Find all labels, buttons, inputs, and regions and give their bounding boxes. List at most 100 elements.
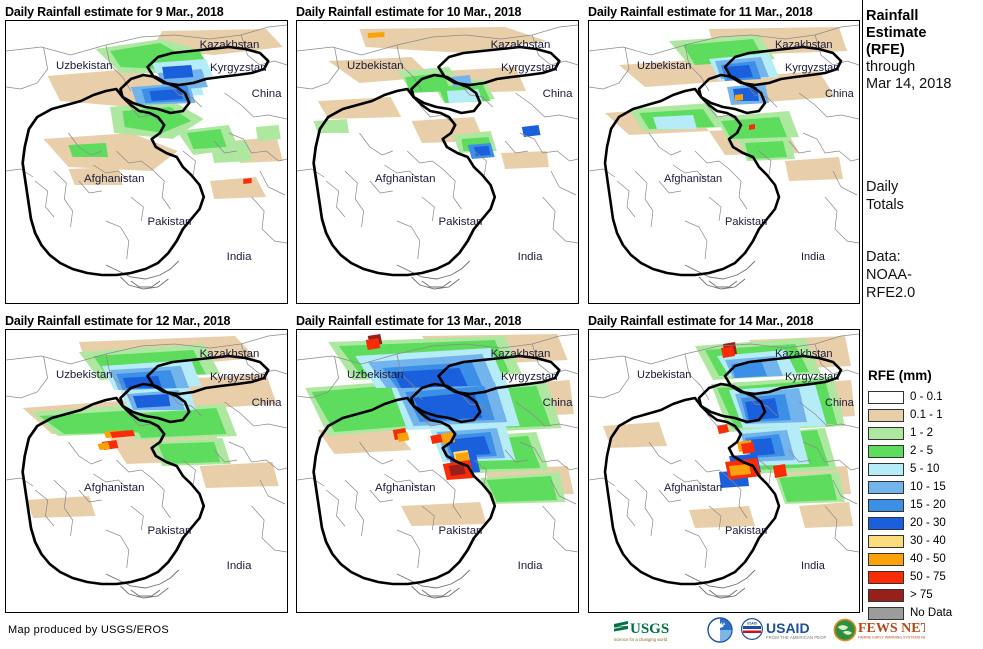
vertical-divider: [862, 0, 863, 612]
legend-label: > 75: [910, 589, 933, 601]
panel-14-mar: Daily Rainfall estimate for 14 Mar., 201…: [588, 314, 860, 613]
panel-title: Daily Rainfall estimate for 14 Mar., 201…: [588, 314, 814, 328]
country-label-uzbekistan: Uzbekistan: [347, 369, 404, 381]
country-label-kazakhstan: Kazakhstan: [200, 348, 260, 360]
admin-boundaries: [297, 24, 578, 260]
right-info-column: Rainfall Estimate (RFE) through Mar 14, …: [866, 0, 983, 649]
legend-swatch: [868, 606, 904, 620]
country-label-uzbekistan: Uzbekistan: [637, 369, 691, 381]
country-label-afghanistan: Afghanistan: [375, 482, 435, 494]
country-label-pakistan: Pakistan: [439, 216, 483, 228]
panel-title: Daily Rainfall estimate for 12 Mar., 201…: [5, 314, 231, 328]
country-outlines: [603, 354, 843, 586]
country-label-india: India: [518, 251, 544, 263]
data-source-label: Data:: [866, 249, 901, 265]
legend-swatch: [868, 408, 904, 422]
panel-title: Daily Rainfall estimate for 10 Mar., 201…: [296, 5, 522, 19]
legend-rows: 0 - 0.1 0.1 - 1 1 - 2 2 - 5 5 - 10 10 - 15 15 …: [868, 388, 983, 622]
country-label-kyrgyzstan: Kyrgyzstan: [210, 62, 267, 74]
legend-label: 10 - 15: [910, 481, 946, 493]
country-label-kazakhstan: Kazakhstan: [775, 348, 832, 360]
legend-swatch: [868, 390, 904, 404]
rainfall-layer: [603, 336, 855, 528]
country-label-pakistan: Pakistan: [439, 525, 483, 537]
coastline: [396, 569, 471, 599]
legend-item: > 75: [868, 586, 983, 604]
footer-logos: USGS science for a changing world NOAA U…: [612, 617, 925, 643]
panel-title: Daily Rainfall estimate for 11 Mar., 201…: [588, 5, 813, 19]
country-label-pakistan: Pakistan: [725, 216, 767, 228]
country-label-kyrgyzstan: Kyrgyzstan: [501, 62, 558, 74]
admin-boundaries: [589, 24, 859, 260]
panel-13-mar: Daily Rainfall estimate for 13 Mar., 201…: [296, 314, 579, 613]
coastline: [105, 260, 180, 290]
legend-item: 1 - 2: [868, 424, 983, 442]
rainfall-layer: [22, 336, 279, 518]
legend-label: 1 - 2: [910, 427, 934, 439]
legend-swatch: [868, 498, 904, 512]
country-label-china: China: [252, 88, 283, 100]
usgs-logo: USGS science for a changing world: [614, 621, 669, 642]
country-label-pakistan: Pakistan: [725, 525, 767, 537]
country-label-kyrgyzstan: Kyrgyzstan: [210, 371, 267, 383]
rfe-title-line3: (RFE): [866, 42, 905, 58]
map-canvas[interactable]: Kazakhstan Uzbekistan Kyrgyzstan China Afgha…: [5, 20, 288, 304]
country-labels: Kazakhstan Uzbekistan Kyrgyzstan China Afgha…: [637, 39, 855, 263]
country-labels: Kazakhstan Uzbekistan Kyrgyzstan China Afgha…: [347, 39, 573, 263]
legend-item: 30 - 40: [868, 532, 983, 550]
legend-label: No Data: [910, 607, 953, 619]
coastline: [684, 569, 756, 599]
country-label-china: China: [825, 88, 855, 100]
panel-10-mar: Daily Rainfall estimate for 10 Mar., 201…: [296, 5, 579, 304]
country-outlines: [21, 45, 270, 277]
map-canvas[interactable]: Kazakhstan Uzbekistan Kyrgyzstan China Afgha…: [5, 329, 288, 613]
rainfall-layer: [305, 334, 574, 526]
country-label-afghanistan: Afghanistan: [84, 173, 144, 185]
country-label-india: India: [227, 251, 253, 263]
panel-11-mar: Daily Rainfall estimate for 11 Mar., 201…: [588, 5, 860, 304]
legend-item: 10 - 15: [868, 478, 983, 496]
country-labels: Kazakhstan Uzbekistan Kyrgyzstan China Afgha…: [56, 39, 282, 263]
country-label-pakistan: Pakistan: [148, 216, 192, 228]
legend-swatch: [868, 516, 904, 530]
country-label-afghanistan: Afghanistan: [664, 173, 722, 185]
legend-swatch: [868, 570, 904, 584]
rfe-through-label: through: [866, 59, 916, 75]
legend-label: 20 - 30: [910, 517, 946, 529]
map-canvas[interactable]: Kazakhstan Uzbekistan Kyrgyzstan China Afgha…: [588, 20, 860, 304]
svg-text:FEWS NET: FEWS NET: [858, 621, 925, 636]
rfe-title-line1: Rainfall: [866, 8, 919, 24]
legend-title: RFE (mm): [868, 368, 932, 383]
country-label-uzbekistan: Uzbekistan: [56, 60, 113, 72]
legend-label: 40 - 50: [910, 553, 946, 565]
legend-item: 50 - 75: [868, 568, 983, 586]
legend-swatch: [868, 588, 904, 602]
admin-boundaries: [6, 24, 287, 260]
country-label-kazakhstan: Kazakhstan: [491, 39, 551, 51]
svg-text:USAID: USAID: [766, 620, 810, 636]
rfe-title-line2: Estimate: [866, 25, 927, 41]
legend-swatch: [868, 462, 904, 476]
map-canvas[interactable]: Kazakhstan Uzbekistan Kyrgyzstan China Afgha…: [588, 329, 860, 613]
map-canvas[interactable]: Kazakhstan Uzbekistan Kyrgyzstan China Afgha…: [296, 20, 579, 304]
legend-label: 50 - 75: [910, 571, 946, 583]
coastline: [105, 569, 180, 599]
country-label-uzbekistan: Uzbekistan: [637, 60, 691, 72]
fewsnet-logo: FEWS NET FAMINE EARLY WARNING SYSTEMS NE…: [833, 618, 925, 642]
country-label-kazakhstan: Kazakhstan: [200, 39, 260, 51]
country-label-afghanistan: Afghanistan: [84, 482, 144, 494]
totals-line1: Daily: [866, 179, 899, 195]
totals-line2: Totals: [866, 197, 904, 213]
map-canvas[interactable]: Kazakhstan Uzbekistan Kyrgyzstan China Afgha…: [296, 329, 579, 613]
legend: RFE (mm) 0 - 0.1 0.1 - 1 1 - 2 2 - 5 5 - 10 1…: [868, 368, 983, 622]
svg-text:USGS: USGS: [630, 621, 669, 637]
country-outlines: [312, 354, 561, 586]
legend-item: 40 - 50: [868, 550, 983, 568]
country-label-afghanistan: Afghanistan: [664, 482, 722, 494]
svg-text:USAID: USAID: [747, 622, 758, 626]
country-label-pakistan: Pakistan: [148, 525, 192, 537]
legend-item: 2 - 5: [868, 442, 983, 460]
usaid-logo: USAID USAID FROM THE AMERICAN PEOPLE: [741, 618, 826, 640]
country-label-uzbekistan: Uzbekistan: [347, 60, 404, 72]
country-label-india: India: [227, 560, 253, 572]
